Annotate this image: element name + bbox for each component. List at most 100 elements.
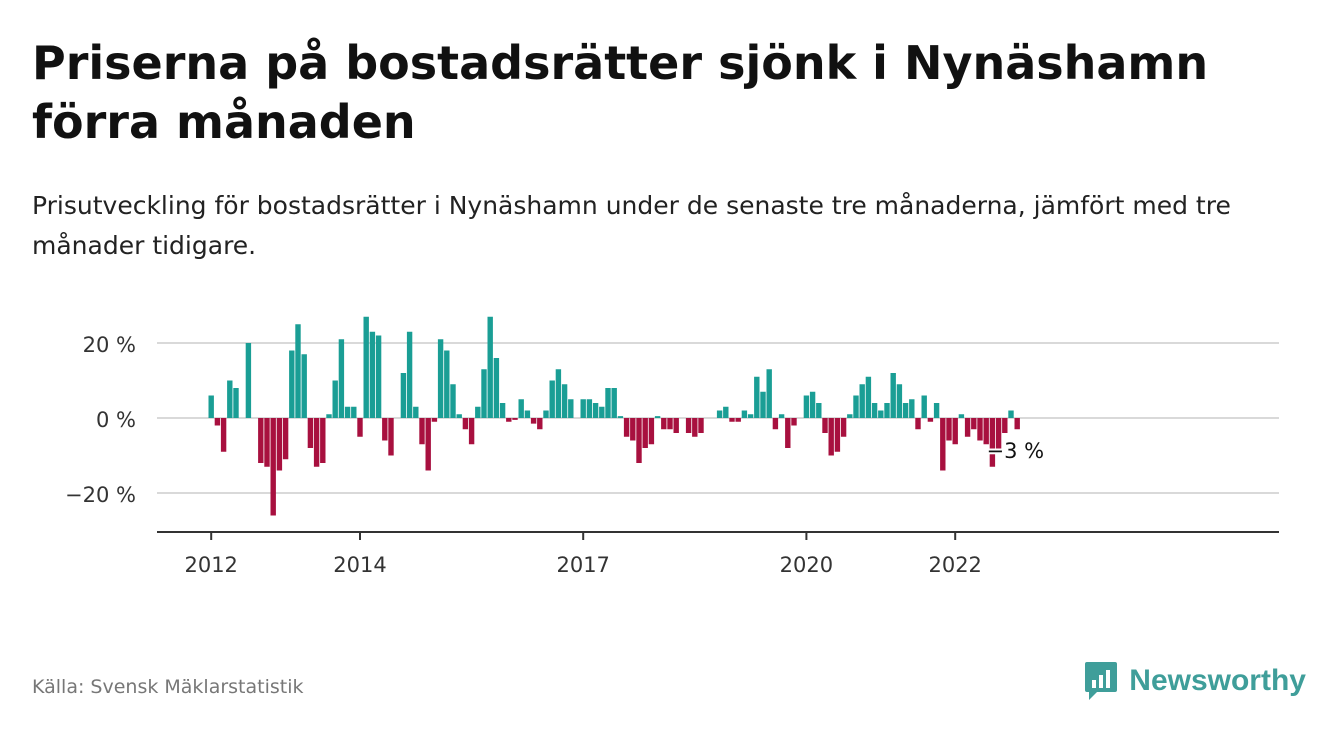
bar — [971, 418, 977, 430]
x-tick-label: 2020 — [780, 553, 833, 577]
bar — [915, 418, 921, 430]
bar — [698, 418, 704, 433]
bar — [729, 418, 735, 422]
bar — [791, 418, 797, 426]
bar — [295, 324, 301, 418]
bar — [865, 376, 872, 418]
x-tick-label: 2012 — [184, 553, 237, 577]
bar — [351, 406, 357, 418]
bar — [586, 399, 593, 418]
bar — [685, 418, 692, 433]
bar — [884, 403, 890, 418]
bar — [964, 418, 971, 437]
bar — [276, 418, 283, 471]
bar — [462, 418, 469, 430]
bar — [233, 388, 239, 418]
bar — [933, 403, 940, 418]
bar — [940, 418, 946, 471]
bar — [890, 373, 896, 418]
bar — [506, 418, 512, 422]
bar — [692, 418, 698, 437]
bar — [388, 418, 394, 456]
bar — [537, 418, 543, 430]
chart-subtitle: Prisutveckling för bostadsrätter i Nynäs… — [32, 191, 1231, 260]
bar — [605, 388, 611, 418]
bar — [444, 350, 450, 418]
bar — [902, 403, 909, 418]
bar — [847, 414, 853, 418]
bar — [859, 384, 865, 418]
bar — [778, 414, 785, 418]
bar — [667, 418, 673, 430]
bar — [214, 418, 221, 426]
bar — [921, 395, 927, 418]
bar — [840, 418, 847, 437]
bar — [599, 406, 605, 418]
bar — [661, 418, 667, 430]
bar — [282, 418, 289, 460]
bar — [208, 395, 214, 418]
bar — [270, 418, 276, 516]
bar — [326, 414, 332, 418]
x-tick-label: 2017 — [556, 553, 609, 577]
bar — [927, 418, 934, 422]
y-tick-label: 20 % — [83, 333, 136, 357]
bar — [809, 391, 816, 418]
bar — [413, 406, 419, 418]
brand-logo[interactable]: Newsworthy — [1083, 660, 1306, 702]
bar — [344, 406, 351, 418]
bar — [741, 410, 748, 418]
last-value-label: −3 % — [987, 439, 1045, 463]
bar — [561, 384, 568, 418]
bar — [995, 418, 1002, 452]
bar — [499, 403, 506, 418]
bar — [785, 418, 791, 448]
bar — [450, 384, 456, 418]
bar — [357, 418, 363, 437]
bar — [425, 418, 431, 471]
bar — [816, 403, 822, 418]
bar — [400, 373, 407, 418]
bar — [654, 416, 661, 419]
x-tick-label: 2014 — [333, 553, 386, 577]
bar — [338, 339, 345, 418]
bar — [227, 380, 233, 418]
bar — [320, 418, 326, 463]
bar — [406, 331, 413, 418]
bar — [369, 331, 376, 418]
bar — [946, 418, 952, 441]
bar — [419, 418, 425, 445]
bar — [983, 418, 989, 445]
bar — [834, 418, 841, 452]
bar — [363, 316, 369, 418]
bar — [772, 418, 779, 430]
x-tick-label: 2022 — [928, 553, 981, 577]
bar — [592, 403, 599, 418]
bar-chart: 20 % 0 % −20 % 2012 2014 2017 2020 2022 −3 % — [65, 316, 1279, 577]
chart-title: Priserna på bostadsrätter sjönk i Nynäsh… — [32, 36, 1209, 149]
bar — [332, 380, 338, 418]
bar — [723, 406, 729, 418]
bar — [623, 418, 630, 437]
y-tick-label: −20 % — [65, 483, 136, 507]
bar — [524, 410, 531, 418]
bar — [958, 414, 965, 418]
bar — [543, 410, 549, 418]
bar — [481, 369, 487, 418]
labels: 20 % 0 % −20 % 2012 2014 2017 2020 2022 −3 % — [65, 333, 1046, 577]
bar — [301, 354, 307, 418]
bar — [673, 418, 679, 433]
bar — [264, 418, 270, 467]
bar — [735, 418, 741, 422]
bar — [871, 403, 878, 418]
bar — [375, 335, 382, 418]
bar — [630, 418, 636, 441]
bar — [313, 418, 320, 467]
bar — [909, 399, 915, 418]
bar — [896, 384, 903, 418]
bar — [747, 414, 754, 418]
bar — [989, 418, 996, 467]
bar — [760, 391, 766, 418]
brand-name: Newsworthy — [1129, 664, 1306, 697]
bars — [208, 316, 1020, 516]
